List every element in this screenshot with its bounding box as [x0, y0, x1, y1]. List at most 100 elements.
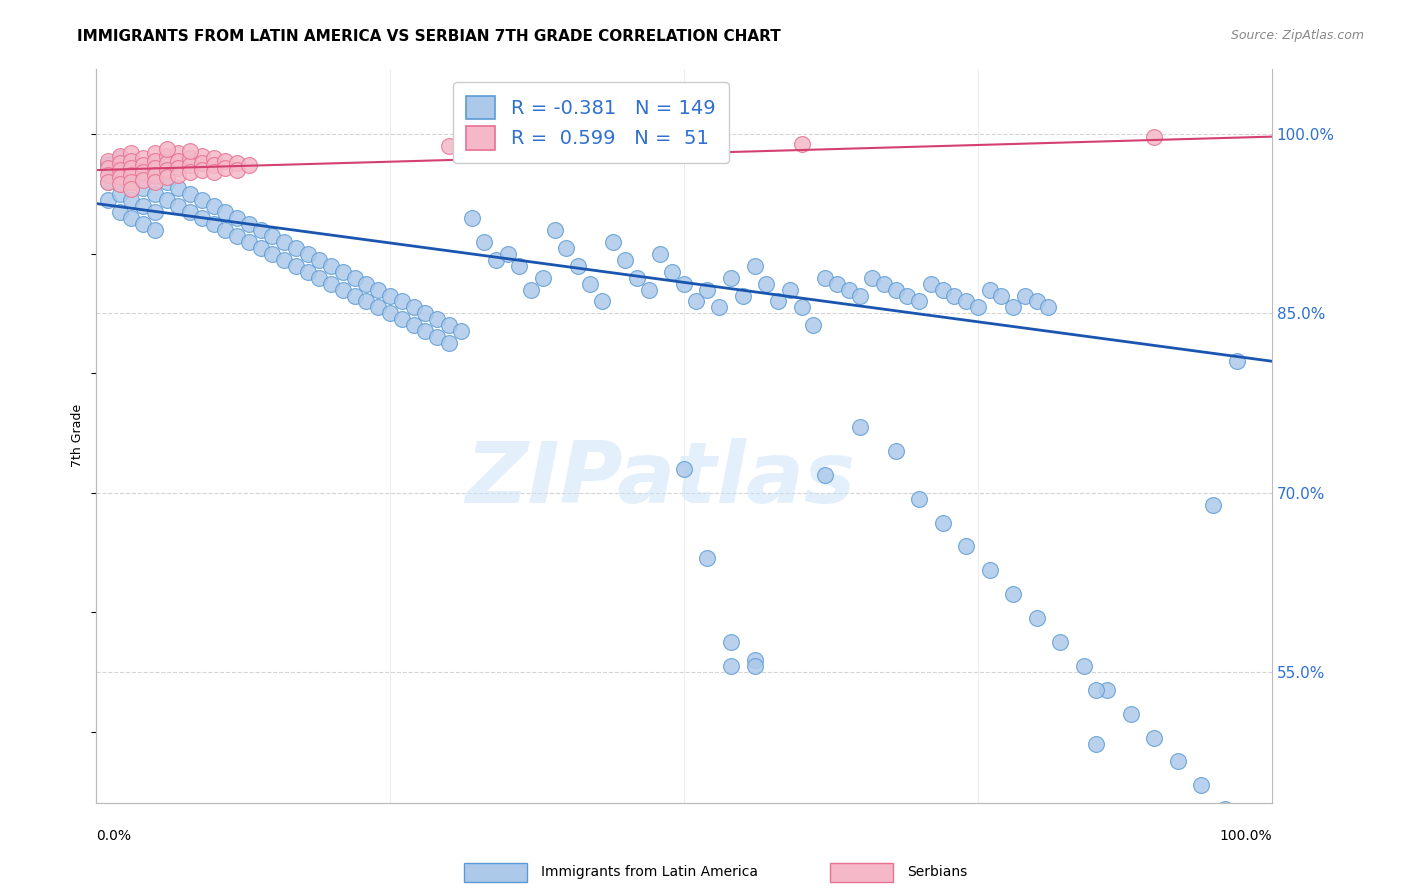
- Point: [520, 283, 543, 297]
- Point: [567, 259, 589, 273]
- Point: [179, 144, 201, 158]
- Point: [226, 211, 249, 225]
- Point: [284, 259, 307, 273]
- Point: [685, 294, 707, 309]
- Point: [155, 163, 177, 178]
- Point: [97, 175, 120, 189]
- Point: [132, 158, 155, 172]
- Point: [413, 306, 436, 320]
- Point: [343, 270, 366, 285]
- Text: Immigrants from Latin America: Immigrants from Latin America: [541, 865, 758, 880]
- Point: [179, 151, 201, 165]
- Point: [297, 246, 319, 260]
- Point: [426, 312, 449, 326]
- Point: [191, 193, 214, 207]
- Point: [273, 252, 295, 267]
- Point: [614, 252, 637, 267]
- Point: [814, 467, 837, 482]
- Point: [238, 235, 260, 249]
- Point: [920, 277, 942, 291]
- Point: [262, 246, 284, 260]
- Point: [120, 175, 142, 189]
- Point: [931, 283, 953, 297]
- Text: Source: ZipAtlas.com: Source: ZipAtlas.com: [1230, 29, 1364, 42]
- Point: [308, 252, 330, 267]
- Point: [413, 324, 436, 338]
- Point: [790, 136, 813, 151]
- Point: [591, 294, 613, 309]
- Point: [179, 205, 201, 219]
- Point: [391, 312, 413, 326]
- Point: [143, 168, 166, 182]
- Point: [508, 259, 530, 273]
- Point: [1119, 706, 1142, 721]
- Point: [108, 156, 131, 170]
- Text: 100.0%: 100.0%: [1219, 829, 1272, 843]
- Point: [849, 420, 872, 434]
- Point: [97, 153, 120, 168]
- Point: [1143, 129, 1166, 144]
- Point: [132, 217, 155, 231]
- Point: [908, 491, 931, 506]
- Point: [955, 294, 977, 309]
- Point: [1002, 301, 1025, 315]
- Point: [579, 277, 602, 291]
- Point: [860, 270, 883, 285]
- Point: [437, 336, 460, 351]
- Point: [332, 283, 354, 297]
- Point: [1084, 737, 1107, 751]
- Point: [202, 165, 225, 179]
- Point: [884, 443, 907, 458]
- Point: [367, 283, 389, 297]
- Point: [1025, 611, 1047, 625]
- Point: [120, 211, 142, 225]
- Point: [97, 193, 120, 207]
- Point: [132, 181, 155, 195]
- Point: [990, 288, 1012, 302]
- Point: [801, 318, 824, 333]
- Point: [249, 241, 271, 255]
- Point: [1084, 682, 1107, 697]
- Point: [896, 288, 918, 302]
- Point: [321, 259, 343, 273]
- Point: [908, 294, 931, 309]
- Point: [766, 294, 789, 309]
- Point: [790, 301, 813, 315]
- Point: [273, 235, 295, 249]
- Point: [120, 175, 142, 189]
- Point: [720, 659, 742, 673]
- Point: [720, 635, 742, 649]
- Point: [367, 301, 389, 315]
- Point: [1261, 850, 1284, 864]
- Point: [120, 161, 142, 175]
- Point: [755, 277, 778, 291]
- Point: [179, 186, 201, 201]
- Point: [191, 149, 214, 163]
- Text: IMMIGRANTS FROM LATIN AMERICA VS SERBIAN 7TH GRADE CORRELATION CHART: IMMIGRANTS FROM LATIN AMERICA VS SERBIAN…: [77, 29, 782, 44]
- Point: [132, 172, 155, 186]
- Point: [979, 563, 1001, 577]
- Point: [97, 168, 120, 182]
- Legend: R = -0.381   N = 149, R =  0.599   N =  51: R = -0.381 N = 149, R = 0.599 N = 51: [453, 82, 730, 163]
- Point: [391, 294, 413, 309]
- Point: [378, 306, 401, 320]
- Point: [744, 259, 766, 273]
- Point: [1237, 826, 1260, 840]
- Point: [191, 156, 214, 170]
- Point: [120, 182, 142, 196]
- Point: [108, 205, 131, 219]
- Text: ZIPatlas: ZIPatlas: [465, 439, 856, 522]
- Point: [108, 151, 131, 165]
- Point: [321, 277, 343, 291]
- Point: [155, 193, 177, 207]
- Point: [249, 223, 271, 237]
- Point: [696, 551, 718, 566]
- Point: [838, 283, 860, 297]
- Point: [332, 265, 354, 279]
- Point: [108, 163, 131, 178]
- Point: [108, 169, 131, 183]
- Point: [155, 170, 177, 185]
- Point: [378, 288, 401, 302]
- Point: [661, 265, 683, 279]
- Point: [120, 168, 142, 182]
